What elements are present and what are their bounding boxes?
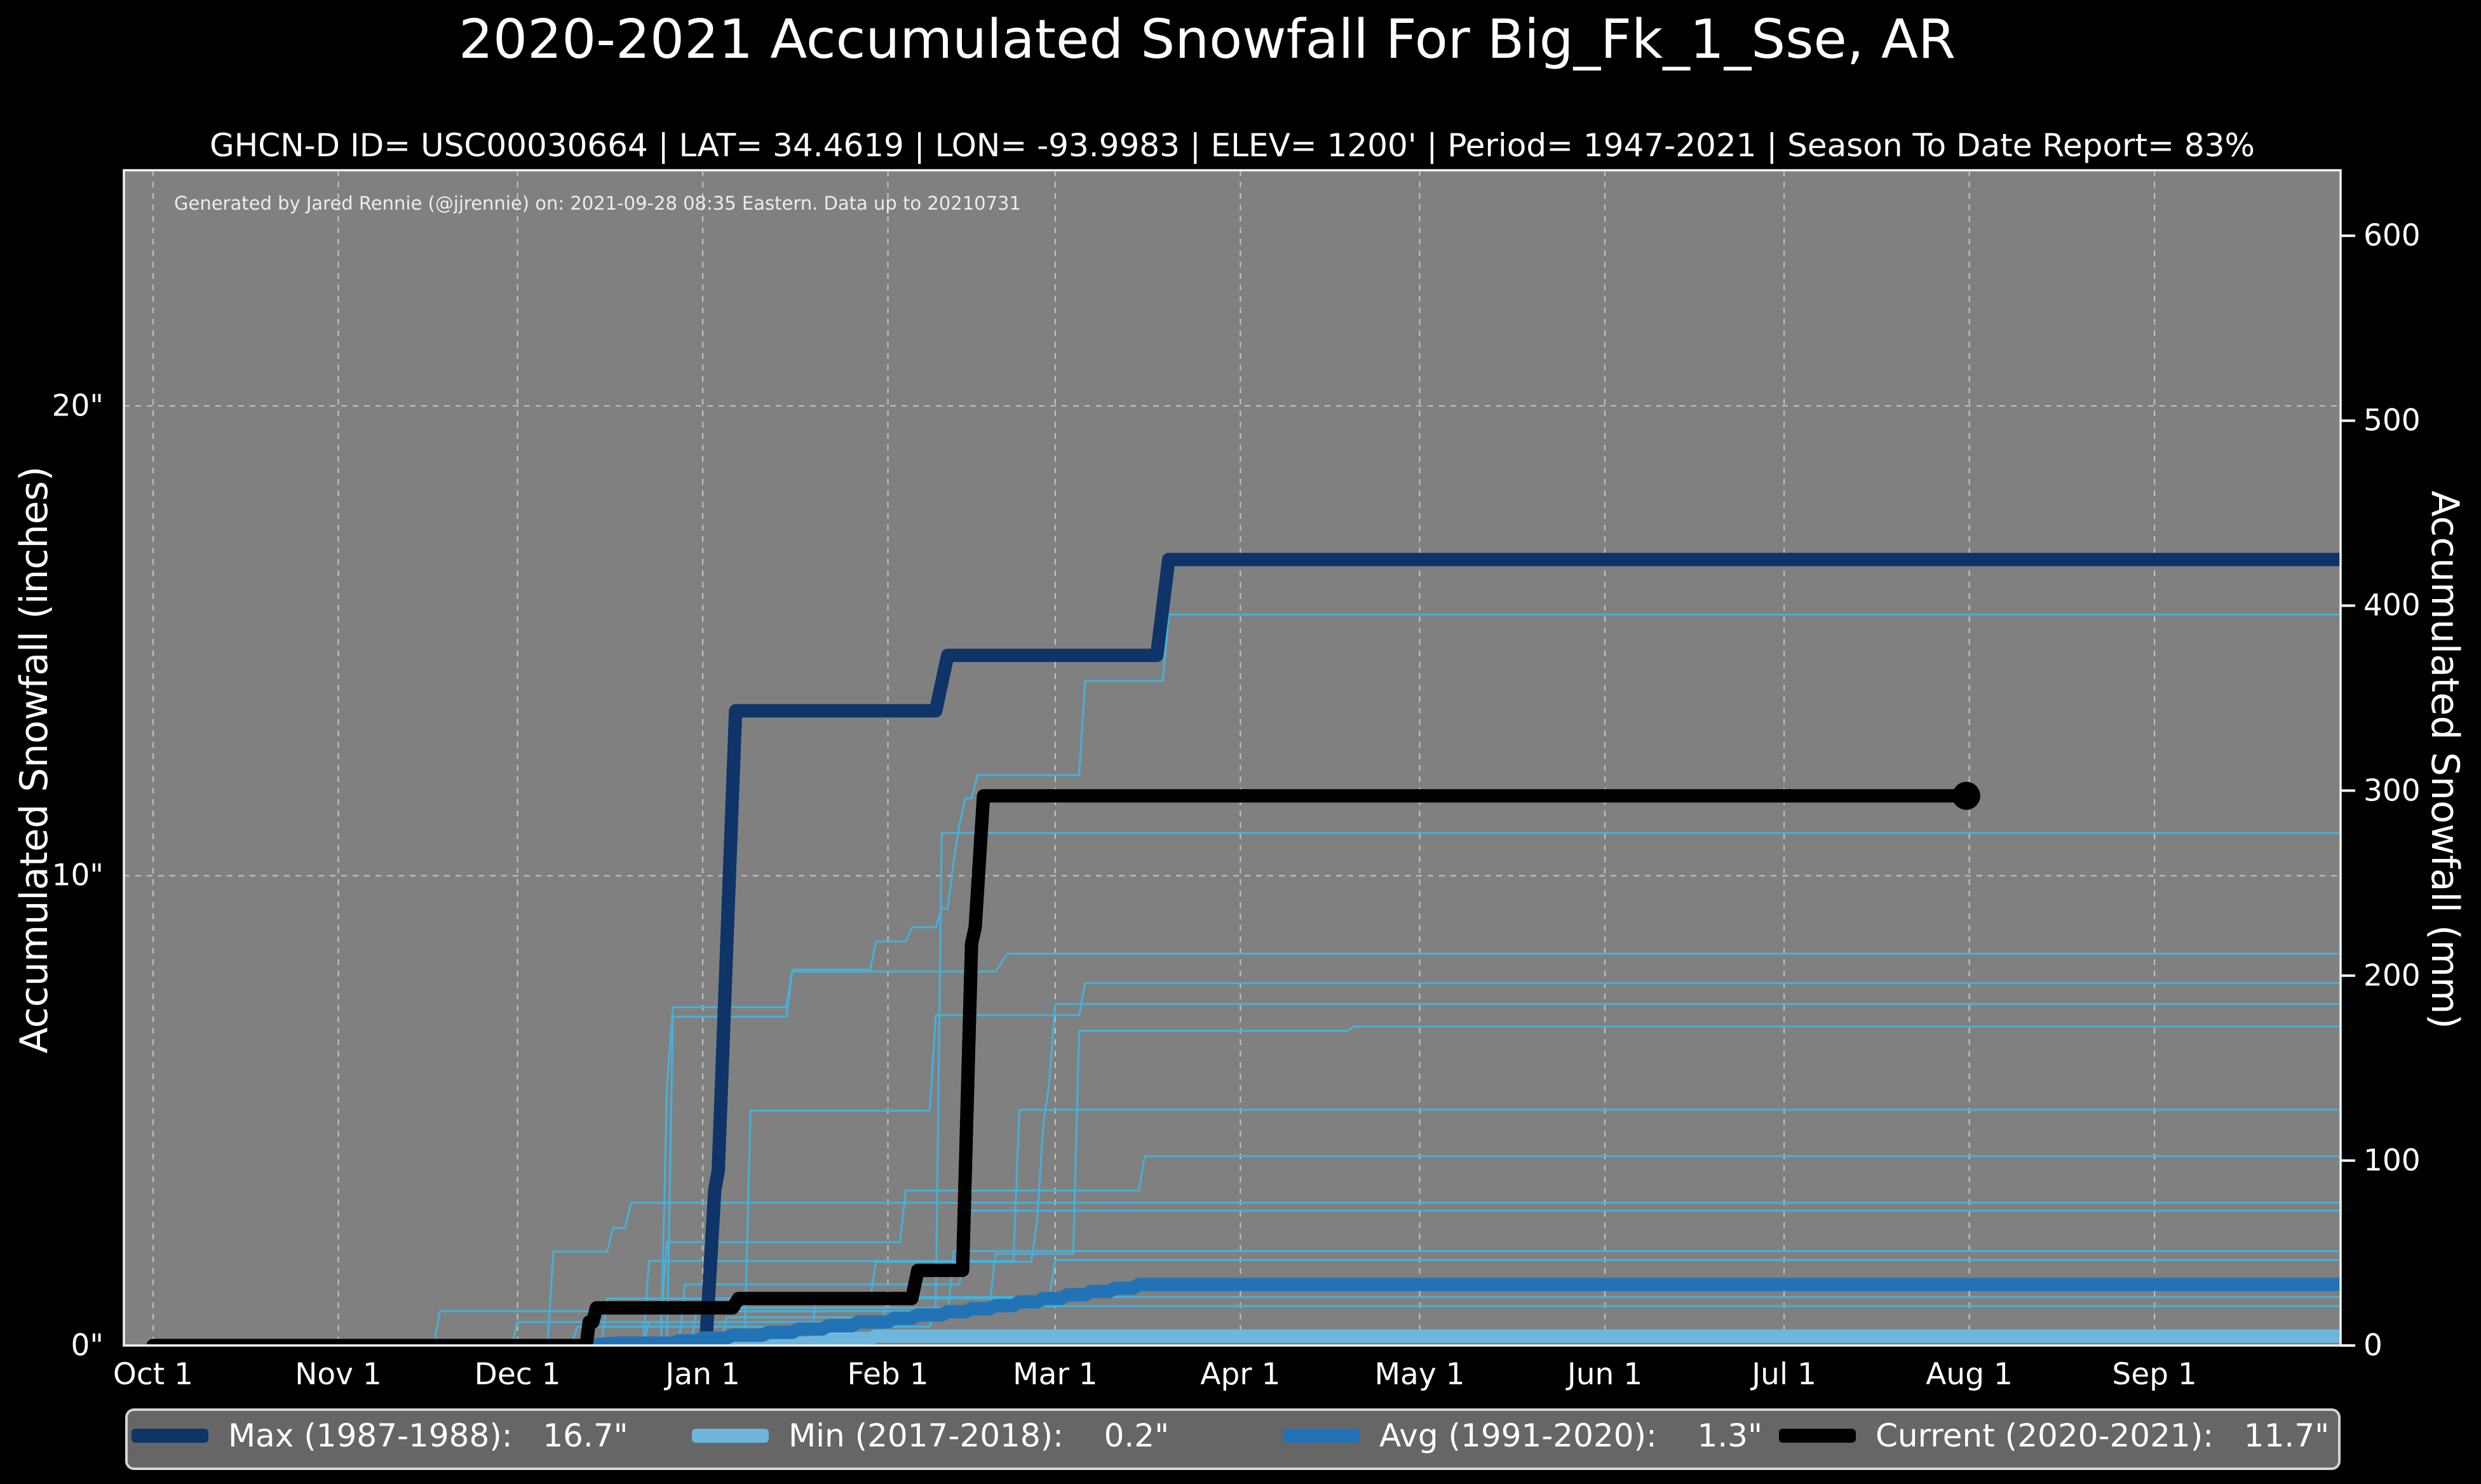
history-season-line <box>743 982 2341 1344</box>
legend: Max (1987-1988): 16.7" Min (2017-2018): 0… <box>125 1408 2341 1470</box>
plot-series-group <box>124 170 2341 1344</box>
x-tick-label: Jun 1 <box>1567 1357 1643 1392</box>
y-tick-label-left: 20" <box>51 388 104 424</box>
annotation-text: Generated by Jared Rennie (@jjrennie) on… <box>174 192 1021 214</box>
chart-title: 2020-2021 Accumulated Snowfall For Big_F… <box>458 8 1956 71</box>
history-season-line <box>809 1258 2341 1344</box>
x-tick-label: Apr 1 <box>1200 1357 1281 1392</box>
legend-label: Max (1987-1988): 16.7" <box>228 1417 628 1454</box>
x-tick-label: Sep 1 <box>2112 1357 2197 1392</box>
history-season-line <box>720 1250 2341 1344</box>
history-season-line <box>690 1025 2341 1344</box>
axes-spines <box>123 169 2342 1347</box>
history-season-line <box>642 1109 2341 1344</box>
history-season-line <box>642 1296 2341 1344</box>
chart-subtitle: GHCN-D ID= USC00030664 | LAT= 34.4619 | … <box>209 127 2255 164</box>
y-tick-label-right: 200 <box>2363 958 2421 994</box>
y-tick-label-left: 0" <box>71 1328 104 1363</box>
history-season-line <box>571 832 2341 1344</box>
legend-item: Max (1987-1988): 16.7" <box>132 1411 628 1460</box>
x-tick-label: Mar 1 <box>1013 1357 1098 1392</box>
history-season-line <box>546 1201 2341 1344</box>
y-tick-label-right: 500 <box>2363 403 2421 438</box>
legend-swatch <box>1779 1429 1856 1443</box>
x-tick-label: Jul 1 <box>1752 1357 1816 1392</box>
y-tick-label-right: 600 <box>2363 218 2421 253</box>
history-season-line <box>678 1210 2341 1344</box>
x-tick-label: Oct 1 <box>112 1357 194 1392</box>
history-season-line <box>666 952 2341 1344</box>
y-tick-label-right: 400 <box>2363 588 2421 623</box>
legend-swatch <box>132 1429 208 1443</box>
x-tick-label: Jan 1 <box>665 1357 740 1392</box>
x-tick-label: Aug 1 <box>1926 1357 2013 1392</box>
y-tick-label-right: 0 <box>2363 1328 2383 1363</box>
min-season-line <box>146 1329 2341 1344</box>
legend-label: Current (2020-2021): 11.7" <box>1876 1417 2330 1454</box>
x-tick-label: Dec 1 <box>474 1357 561 1392</box>
legend-item: Min (2017-2018): 0.2" <box>692 1411 1169 1460</box>
legend-label: Min (2017-2018): 0.2" <box>788 1417 1170 1454</box>
x-tick-label: Feb 1 <box>847 1357 929 1392</box>
x-tick-label: Nov 1 <box>295 1357 382 1392</box>
y-axis-label-left: Accumulated Snowfall (inches) <box>12 466 57 1054</box>
y-tick-label-right: 300 <box>2363 773 2421 809</box>
max-season-line <box>146 553 2341 1344</box>
legend-item: Current (2020-2021): 11.7" <box>1779 1411 2329 1460</box>
legend-swatch <box>692 1429 769 1443</box>
plot-background <box>124 170 2341 1346</box>
y-axis-label-right: Accumulated Snowfall (mm) <box>2423 490 2467 1029</box>
legend-swatch <box>1283 1429 1360 1443</box>
legend-item: Avg (1991-2020): 1.3" <box>1283 1411 1762 1460</box>
legend-label: Avg (1991-2020): 1.3" <box>1379 1417 1762 1454</box>
x-tick-label: May 1 <box>1374 1357 1465 1392</box>
current-end-marker <box>1952 781 1980 810</box>
current-season-line <box>146 789 1973 1344</box>
avg-season-line <box>146 1278 2341 1344</box>
y-tick-label-right: 100 <box>2363 1143 2421 1178</box>
history-season-line <box>511 1155 2341 1344</box>
y-tick-label-left: 10" <box>51 858 104 893</box>
